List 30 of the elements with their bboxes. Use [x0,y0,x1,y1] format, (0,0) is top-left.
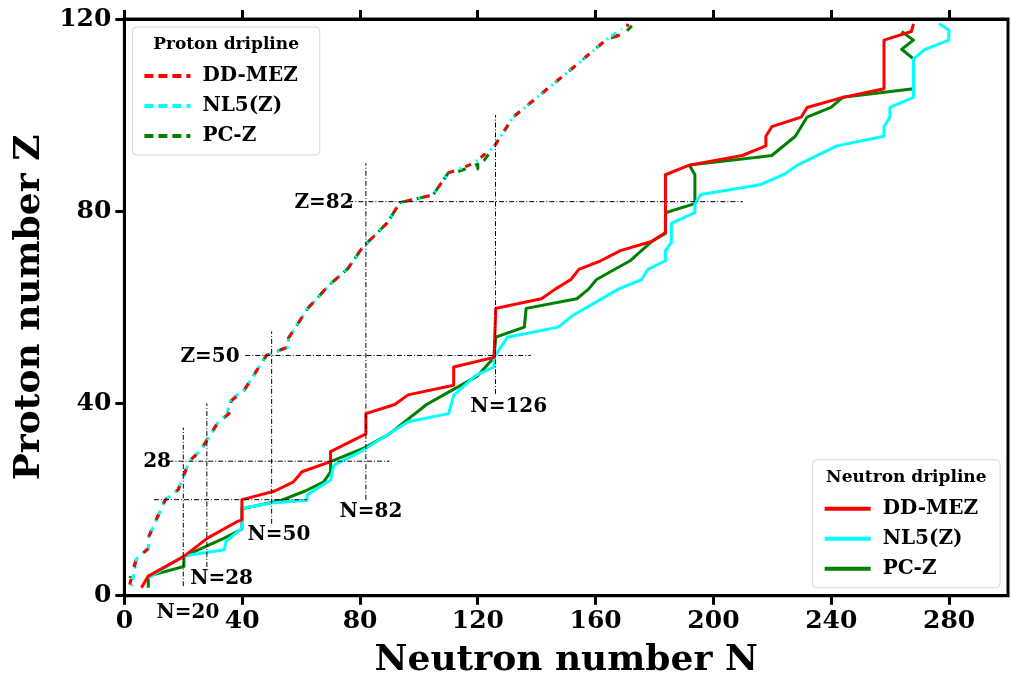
annotation: N=50 [247,521,311,546]
x-tick-label: 0 [115,605,134,635]
annotation: N=82 [339,498,403,523]
text: N=20 [156,598,220,623]
legend-label: DD-MEZ [202,62,298,87]
legend-label: NL5(Z) [202,92,283,117]
y-axis-title: Proton number Z [4,134,47,481]
x-tick-label: 40 [224,605,260,635]
x-axis-title: Neutron number N [374,635,758,678]
y-tick-label: 120 [59,2,112,32]
y-tick-label: 80 [76,194,112,224]
x-tick-label: 120 [451,605,504,635]
annotation: N=28 [190,564,254,589]
text: Neutron dripline [826,466,987,487]
x-tick-label: 160 [569,605,622,635]
annotation: N=126 [470,392,548,417]
legend-label: NL5(Z) [882,525,963,549]
text: Proton dripline [153,33,299,54]
x-tick-label: 200 [687,605,740,635]
x-tick-label: 280 [923,605,976,635]
y-tick-label: 0 [93,579,112,609]
legend-label: PC-Z [202,122,257,147]
annotation: Z=82 [294,189,354,214]
legend-label: PC-Z [882,555,937,579]
x-tick-label: 240 [805,605,858,635]
x-tick-label: 80 [342,605,378,635]
legend-label: DD-MEZ [882,495,978,519]
annotation: 28 [143,447,171,472]
annotation: Z=50 [180,342,240,367]
y-tick-label: 40 [76,387,112,417]
